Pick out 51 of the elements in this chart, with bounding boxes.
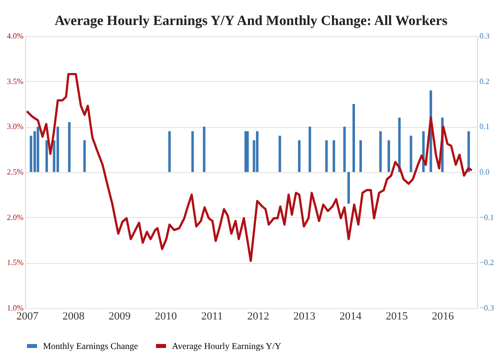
y2-tick-label: 0.2 — [480, 76, 490, 86]
bar — [191, 131, 194, 172]
y2-tick-label: −0.3 — [480, 304, 494, 312]
y2-tick-label: 0.3 — [480, 32, 490, 40]
bar — [388, 140, 390, 172]
bar — [325, 140, 328, 172]
x-tick-label: 2016 — [432, 310, 454, 322]
x-tick-label: 2013 — [293, 310, 316, 322]
y2-tick-label: 0.0 — [480, 168, 490, 176]
y-tick-label: 2.0% — [6, 212, 24, 222]
bar — [278, 136, 282, 172]
y-tick-label: 1.0% — [6, 304, 24, 312]
y-tick-label: 3.0% — [6, 122, 24, 132]
x-tick-label: 2009 — [108, 310, 132, 322]
legend-label: Monthly Earnings Change — [43, 341, 138, 351]
bar — [343, 126, 346, 172]
legend-label: Average Hourly Earnings Y/Y — [172, 341, 282, 351]
bar — [256, 131, 258, 172]
bar — [202, 126, 206, 172]
x-tick-label: 2008 — [62, 310, 86, 322]
y2-tick-label: −0.2 — [480, 258, 494, 268]
bar — [308, 126, 312, 172]
bar — [398, 118, 401, 172]
y-tick-label: 4.0% — [6, 32, 24, 40]
bar — [467, 131, 470, 172]
bar — [352, 104, 355, 172]
x-tick-label: 2007 — [16, 310, 39, 322]
bar — [45, 140, 48, 172]
y-tick-label: 1.5% — [6, 258, 24, 268]
y-tick-label: 2.5% — [6, 168, 24, 176]
bar — [410, 136, 412, 172]
bar — [347, 172, 350, 204]
bar — [68, 122, 71, 172]
x-tick-label: 2012 — [247, 310, 270, 322]
bar — [359, 140, 362, 172]
x-tick-label: 2014 — [340, 310, 362, 322]
bar — [168, 131, 171, 172]
chart-title: Average Hourly Earnings Y/Y And Monthly Change: All Workers — [54, 14, 448, 29]
bar — [56, 126, 60, 172]
bar — [379, 131, 382, 172]
y-tick-label: 3.5% — [6, 76, 24, 86]
x-tick-label: 2010 — [154, 310, 178, 322]
x-tick-label: 2015 — [386, 310, 408, 322]
x-tick-label: 2011 — [201, 310, 223, 322]
bar — [83, 140, 86, 172]
y2-tick-label: 0.1 — [480, 122, 490, 132]
bar — [332, 140, 336, 172]
line-series — [26, 72, 474, 262]
bar — [36, 126, 40, 172]
y2-tick-label: −0.1 — [480, 212, 494, 222]
bar — [298, 140, 300, 172]
